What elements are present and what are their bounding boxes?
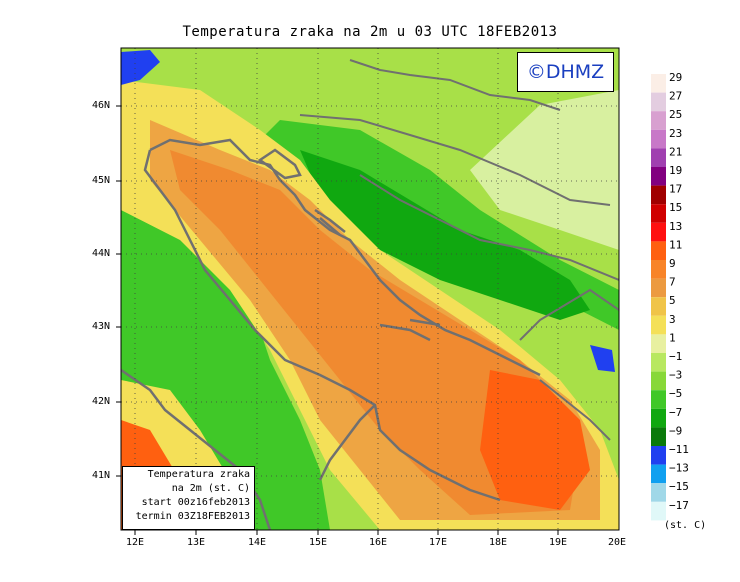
legend-swatch — [651, 222, 666, 242]
lon-label-13: 13E — [187, 537, 206, 548]
legend-swatch — [651, 371, 666, 391]
info-line-4: termin 03Z18FEB2013 — [135, 511, 250, 522]
plot-frame — [120, 47, 620, 531]
legend-swatch — [651, 74, 666, 93]
lon-label-16: 16E — [369, 537, 388, 548]
lon-label-12: 12E — [126, 537, 145, 548]
legend-label: 7 — [669, 276, 676, 289]
borders — [299, 59, 619, 441]
legend-swatch — [651, 334, 666, 353]
lon-label-15: 15E — [309, 537, 328, 548]
legend-label: 11 — [669, 238, 682, 251]
legend-label: −9 — [669, 424, 682, 437]
legend-swatch — [651, 148, 666, 167]
legend-label: 29 — [669, 71, 682, 84]
legend-label: −15 — [669, 480, 689, 493]
legend-swatch — [651, 408, 666, 428]
lon-label-17: 17E — [429, 537, 448, 548]
legend-label: −11 — [669, 443, 689, 456]
legend-label: −7 — [669, 406, 682, 419]
lat-label-44: 44N — [92, 248, 111, 259]
graticule — [121, 48, 619, 530]
info-box: Temperatura zraka na 2m (st. C) start 00… — [122, 466, 255, 530]
legend-units: (st. C) — [664, 520, 707, 531]
legend-swatch — [651, 260, 666, 279]
legend-swatch — [651, 111, 666, 130]
legend-label: 15 — [669, 201, 682, 214]
legend-label: 3 — [669, 313, 676, 326]
dhmz-logo: ©DHMZ — [517, 52, 614, 92]
legend-label: 13 — [669, 220, 682, 233]
legend-swatch — [651, 297, 666, 316]
legend-label: 19 — [669, 164, 682, 177]
legend-label: 5 — [669, 294, 676, 307]
lon-label-18: 18E — [489, 537, 508, 548]
legend-colorbar — [651, 74, 666, 521]
legend-label: 23 — [669, 127, 682, 140]
lat-label-46: 46N — [92, 100, 111, 111]
legend-swatch — [651, 92, 666, 112]
legend-label: 27 — [669, 90, 682, 103]
lat-label-43: 43N — [92, 321, 111, 332]
legend-swatch — [651, 501, 666, 521]
legend-swatch — [651, 315, 666, 335]
legend-swatch — [651, 167, 666, 186]
lon-label-20: 20E — [608, 537, 627, 548]
legend-swatch — [651, 483, 666, 502]
lon-label-14: 14E — [248, 537, 267, 548]
legend-label: 17 — [669, 183, 682, 196]
lon-label-19: 19E — [549, 537, 568, 548]
legend-swatch — [651, 427, 666, 446]
legend-label: −17 — [669, 499, 689, 512]
legend-swatch — [651, 390, 666, 409]
info-line-2: na 2m (st. C) — [171, 483, 250, 494]
coastline — [121, 138, 541, 530]
lat-label-41: 41N — [92, 470, 111, 481]
legend-swatch — [651, 185, 666, 205]
legend-swatch — [651, 129, 666, 149]
map-title: Temperatura zraka na 2m u 03 UTC 18FEB20… — [182, 24, 558, 40]
legend-swatch — [651, 204, 666, 223]
legend-label: 25 — [669, 108, 682, 121]
legend-swatch — [651, 278, 666, 298]
legend-label: −5 — [669, 387, 682, 400]
legend-swatch — [651, 353, 666, 372]
legend-labels: 29 27 25 23 21 19 17 15 13 11 9 7 5 3 1 −1 −3 −5 −7 −9 −11 −1… — [669, 71, 689, 512]
legend-label: −13 — [669, 462, 689, 475]
legend-swatch — [651, 464, 666, 484]
legend-swatch — [651, 241, 666, 260]
info-line-3: start 00z16feb2013 — [141, 497, 250, 508]
info-line-1: Temperatura zraka — [147, 469, 250, 480]
lat-label-45: 45N — [92, 175, 111, 186]
legend-label: −3 — [669, 369, 682, 382]
lat-label-42: 42N — [92, 396, 111, 407]
legend-label: 21 — [669, 145, 682, 158]
legend-swatch — [651, 446, 666, 465]
legend-label: −1 — [669, 350, 682, 363]
map-field — [121, 48, 619, 530]
legend-label: 9 — [669, 257, 676, 270]
legend-label: 1 — [669, 331, 676, 344]
